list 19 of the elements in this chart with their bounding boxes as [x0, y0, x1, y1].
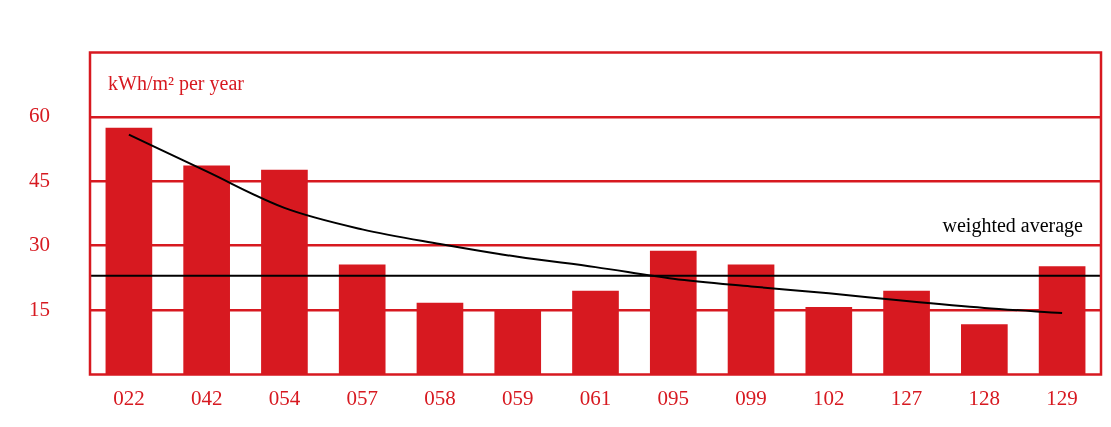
x-tick-label: 042 — [190, 385, 223, 410]
x-tick-label: 057 — [346, 385, 378, 410]
x-tick-label: 129 — [1046, 385, 1078, 410]
y-axis-title: kWh/m² per year — [108, 72, 245, 96]
x-tick-label: 061 — [579, 385, 612, 410]
ref-line-label: weighted average — [942, 213, 1084, 237]
y-tick-label: 15 — [29, 296, 50, 321]
y-tick-label: 45 — [29, 167, 50, 192]
x-tick-label: 095 — [657, 385, 690, 410]
x-tick-label: 059 — [501, 385, 534, 410]
x-tick-label: 099 — [735, 385, 767, 410]
x-tick-label: 058 — [424, 385, 456, 410]
y-tick-label: 60 — [29, 103, 50, 128]
x-tick-label: 102 — [813, 385, 845, 410]
x-tick-label: 022 — [113, 385, 145, 410]
y-tick-label: 30 — [29, 232, 50, 257]
x-tick-label: 128 — [968, 385, 1001, 410]
x-tick-label: 127 — [890, 385, 923, 410]
x-tick-label: 054 — [268, 385, 301, 410]
